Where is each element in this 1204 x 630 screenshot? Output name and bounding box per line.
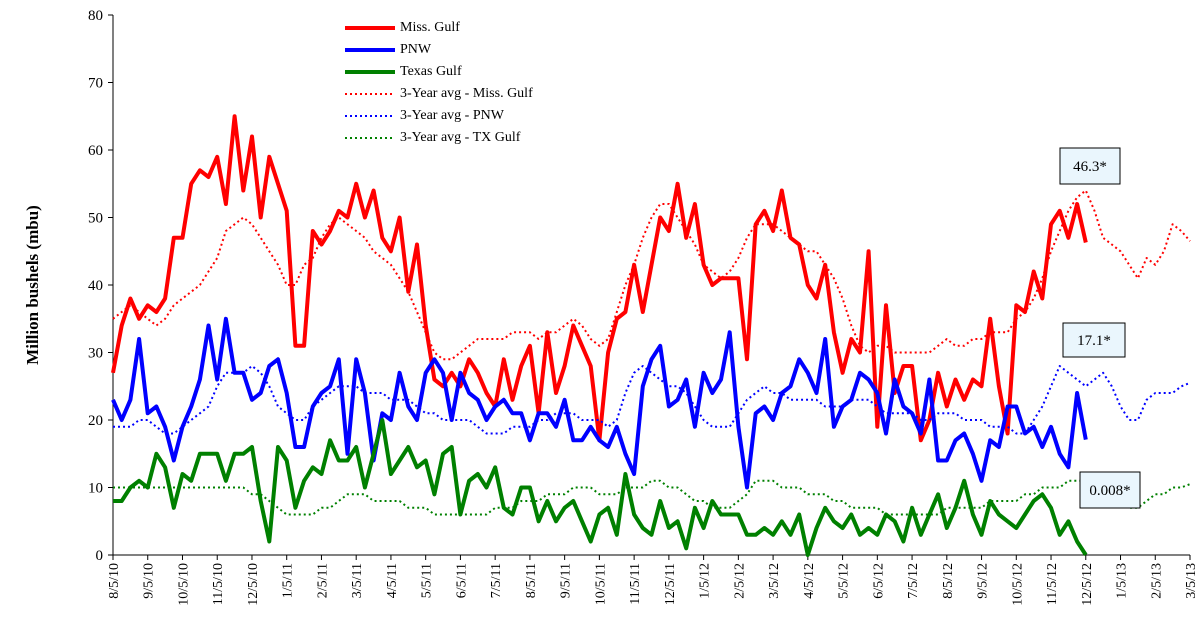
x-tick-label: 9/5/10 [142, 563, 157, 599]
x-tick-label: 12/5/12 [1080, 563, 1095, 606]
y-tick-label: 70 [88, 76, 103, 92]
x-tick-label: 8/5/12 [941, 563, 956, 599]
annotation-box [1079, 471, 1141, 509]
annotation: 17.1* [1077, 333, 1111, 349]
y-tick-label: 40 [88, 278, 103, 294]
x-tick-label: 4/5/11 [385, 563, 400, 598]
x-tick-label: 3/5/11 [350, 563, 365, 598]
x-tick-label: 1/5/11 [281, 563, 296, 598]
legend-label: Miss. Gulf [400, 20, 460, 35]
x-tick-label: 11/5/12 [1045, 563, 1060, 605]
x-tick-label: 1/5/12 [698, 563, 713, 599]
x-tick-label: 6/5/11 [454, 563, 469, 598]
annotation-box [1059, 147, 1121, 185]
x-tick-label: 5/5/11 [420, 563, 435, 598]
series-line [111, 316, 1088, 490]
x-tick-label: 9/5/11 [559, 563, 574, 598]
x-tick-label: 7/5/11 [489, 563, 504, 598]
legend-label: 3-Year avg - PNW [400, 108, 505, 123]
x-tick-label: 1/5/13 [1115, 563, 1130, 599]
x-tick-label: 3/5/13 [1184, 563, 1199, 599]
annotation: 46.3* [1073, 159, 1107, 175]
x-tick-label: 5/5/12 [837, 563, 852, 599]
y-tick-label: 30 [88, 346, 103, 362]
x-tick-label: 10/5/12 [1010, 563, 1025, 606]
x-tick-label: 10/5/11 [593, 563, 608, 605]
series-line [113, 365, 1191, 435]
x-tick-label: 2/5/11 [315, 563, 330, 598]
x-tick-label: 7/5/12 [906, 563, 921, 599]
y-axis-title: Million bushels (mbu) [23, 205, 42, 365]
x-tick-label: 4/5/12 [802, 563, 817, 599]
x-tick-label: 10/5/10 [176, 563, 191, 606]
annotation: 0.008* [1089, 483, 1130, 499]
series-line [113, 418, 1088, 557]
y-tick-label: 80 [88, 8, 103, 24]
annotation-box [1062, 322, 1126, 358]
series-line [111, 114, 1088, 443]
x-tick-label: 2/5/12 [732, 563, 747, 599]
x-tick-label: 2/5/13 [1149, 563, 1164, 599]
x-tick-label: 8/5/10 [107, 563, 122, 599]
legend-label: 3-Year avg - Miss. Gulf [400, 86, 533, 101]
legend-label: 3-Year avg - TX Gulf [400, 130, 521, 145]
series-line [112, 189, 1191, 361]
x-tick-label: 11/5/11 [628, 563, 643, 605]
x-tick-label: 12/5/10 [246, 563, 261, 606]
x-tick-label: 3/5/12 [767, 563, 782, 599]
y-tick-label: 60 [88, 143, 103, 159]
x-tick-label: 6/5/12 [871, 563, 886, 599]
x-tick-label: 12/5/11 [663, 563, 678, 605]
x-tick-label: 9/5/12 [976, 563, 991, 599]
legend-label: PNW [400, 42, 432, 57]
y-tick-label: 20 [88, 413, 103, 429]
x-tick-label: 11/5/10 [211, 563, 226, 605]
legend-label: Texas Gulf [400, 64, 462, 79]
y-tick-label: 0 [96, 548, 104, 564]
y-tick-label: 50 [88, 211, 103, 227]
x-tick-label: 8/5/11 [524, 563, 539, 598]
y-tick-label: 10 [88, 481, 103, 497]
